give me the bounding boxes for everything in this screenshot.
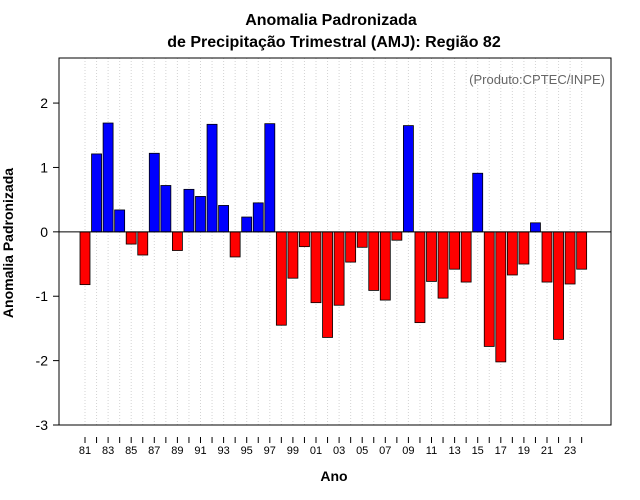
x-tick-label: 91 (194, 445, 206, 457)
bars (79, 122, 588, 363)
bar-2018 (506, 231, 518, 276)
x-tick-label: 01 (310, 445, 322, 457)
x-tick-label: 11 (426, 445, 437, 457)
bar-2010 (414, 231, 426, 324)
x-axis: 81 83 85 87 89 91 93 95 97 99 01 03 05 07 09 11 13 15 17 19… (79, 437, 583, 457)
bar-2020 (530, 222, 541, 233)
bar-2016 (483, 231, 495, 347)
y-tick-label: -1 (36, 288, 49, 304)
x-tick-label: 83 (102, 445, 114, 457)
x-tick-label: 07 (379, 445, 391, 457)
y-tick-label: 0 (40, 224, 48, 240)
product-credit: (Produto:CPTEC/INPE) (469, 72, 605, 87)
x-tick-label: 09 (402, 445, 414, 457)
x-tick-label: 97 (264, 445, 276, 457)
bar-2008 (391, 231, 403, 241)
x-tick-label: 23 (564, 445, 576, 457)
chart-title: Anomalia Padronizada (245, 12, 417, 29)
y-tick-label: 1 (40, 159, 48, 175)
bar-2015 (472, 172, 484, 233)
bar-2011 (426, 231, 437, 282)
bar-2013 (449, 231, 461, 270)
bar-2002 (322, 231, 333, 338)
bar-1995 (241, 216, 253, 233)
x-tick-label: 89 (171, 445, 183, 457)
bar-2022 (553, 231, 564, 340)
bar-1983 (102, 122, 114, 233)
bar-1996 (252, 202, 264, 233)
bar-1982 (91, 153, 102, 233)
bar-2021 (541, 231, 553, 283)
bar-2024 (576, 231, 588, 270)
bar-1986 (137, 231, 149, 256)
x-tick-label: 81 (79, 445, 91, 457)
bar-2009 (402, 125, 414, 233)
bar-2019 (518, 231, 530, 265)
bar-2004 (345, 231, 357, 263)
bar-2014 (460, 231, 472, 283)
bar-1987 (148, 152, 160, 233)
bar-2005 (356, 231, 368, 248)
x-tick-label: 21 (541, 445, 553, 457)
x-tick-label: 13 (448, 445, 460, 457)
x-tick-label: 93 (217, 445, 229, 457)
x-tick-label: 15 (472, 445, 484, 457)
x-tick-label: 85 (125, 445, 137, 457)
bar-1985 (125, 231, 137, 245)
x-tick-label: 95 (241, 445, 253, 457)
bar-1999 (287, 231, 299, 279)
bar-2017 (495, 231, 507, 363)
bar-1989 (171, 231, 183, 251)
bar-1984 (114, 209, 126, 233)
x-tick-label: 99 (287, 445, 299, 457)
bar-1981 (79, 231, 91, 286)
bar-1988 (160, 185, 172, 233)
y-tick-label: 2 (40, 95, 48, 111)
bar-1997 (264, 123, 276, 233)
bar-2000 (299, 231, 310, 248)
bar-2007 (379, 231, 391, 301)
bar-1992 (206, 123, 218, 233)
x-axis-title: Ano (320, 468, 347, 484)
y-axis: -3 -2 -1 0 1 2 (36, 95, 59, 433)
x-tick-label: 05 (356, 445, 368, 457)
bar-2001 (310, 231, 322, 304)
bar-1993 (218, 205, 230, 233)
bar-1991 (195, 196, 206, 233)
plot-frame (58, 57, 612, 426)
y-tick-label: -3 (36, 417, 49, 433)
chart-subtitle: de Precipitação Trimestral (AMJ): Região… (167, 34, 501, 51)
x-tick-label: 03 (333, 445, 345, 457)
y-axis-title: Anomalia Padronizada (0, 168, 16, 318)
bar-1994 (229, 231, 241, 258)
bar-1990 (183, 188, 195, 233)
x-tick-label: 17 (495, 445, 507, 457)
bar-2006 (368, 231, 380, 291)
x-tick-label: 87 (148, 445, 160, 457)
bar-1998 (275, 231, 287, 326)
x-tick-label: 19 (518, 445, 530, 457)
y-tick-label: -2 (36, 353, 49, 369)
bar-2012 (437, 231, 449, 299)
bar-2003 (333, 231, 345, 306)
bar-2023 (564, 231, 576, 285)
